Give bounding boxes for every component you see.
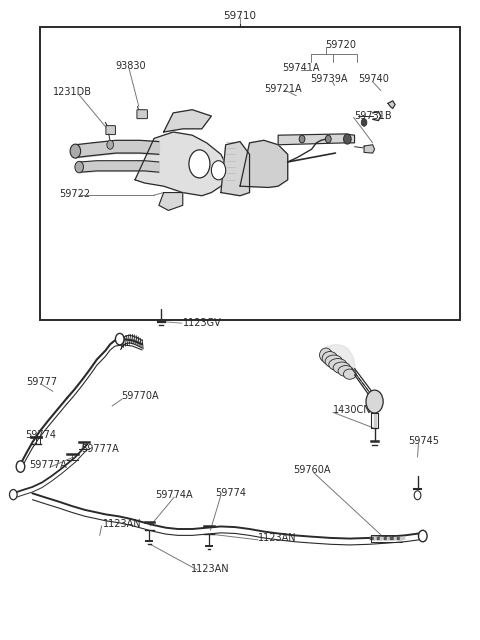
Polygon shape [135, 132, 230, 196]
Text: 59777A: 59777A [29, 460, 67, 470]
Circle shape [107, 140, 114, 149]
Text: 59774: 59774 [25, 429, 56, 440]
Ellipse shape [329, 358, 347, 371]
FancyBboxPatch shape [137, 109, 147, 118]
Text: 59760A: 59760A [293, 465, 331, 476]
Polygon shape [278, 134, 355, 145]
Text: 59770A: 59770A [121, 392, 159, 401]
Circle shape [299, 135, 305, 143]
Text: 59774: 59774 [215, 488, 246, 499]
Text: 1430CN: 1430CN [333, 406, 372, 415]
Polygon shape [240, 140, 288, 188]
Polygon shape [164, 109, 211, 132]
Polygon shape [159, 193, 183, 211]
Circle shape [189, 150, 210, 178]
Circle shape [211, 161, 226, 180]
Ellipse shape [343, 369, 356, 380]
Circle shape [361, 118, 367, 126]
Text: 59774A: 59774A [155, 490, 192, 500]
Circle shape [10, 490, 17, 500]
Text: 59722: 59722 [60, 189, 91, 199]
Circle shape [414, 491, 421, 500]
Polygon shape [364, 145, 374, 153]
Text: 1123GV: 1123GV [183, 318, 221, 328]
Text: 59741A: 59741A [282, 63, 320, 74]
Text: 59720: 59720 [325, 40, 356, 50]
Text: 59710: 59710 [224, 11, 256, 21]
Text: 59739A: 59739A [311, 74, 348, 84]
Text: 1123AN: 1123AN [258, 533, 297, 543]
Circle shape [16, 461, 25, 472]
Ellipse shape [320, 348, 332, 362]
Circle shape [325, 135, 331, 143]
Text: 59721A: 59721A [264, 84, 301, 94]
Text: 59745: 59745 [408, 436, 439, 446]
Bar [39, 27, 459, 320]
Circle shape [419, 531, 427, 541]
Text: 1123AN: 1123AN [192, 563, 230, 573]
Ellipse shape [333, 362, 350, 374]
Text: 1231DB: 1231DB [53, 87, 92, 97]
Text: 1123AN: 1123AN [103, 519, 141, 529]
Ellipse shape [338, 365, 353, 376]
Text: 59777A: 59777A [82, 444, 120, 454]
FancyBboxPatch shape [106, 125, 116, 134]
Text: 59777: 59777 [27, 378, 58, 387]
Text: 59731B: 59731B [355, 111, 392, 121]
Polygon shape [221, 141, 250, 196]
Circle shape [116, 333, 124, 345]
Text: 93830: 93830 [115, 61, 145, 72]
Circle shape [344, 134, 351, 144]
Ellipse shape [325, 355, 343, 368]
Ellipse shape [322, 351, 337, 365]
Polygon shape [388, 100, 395, 108]
Text: 59740: 59740 [359, 74, 389, 84]
Ellipse shape [70, 144, 81, 158]
Circle shape [366, 390, 383, 413]
Ellipse shape [75, 161, 84, 173]
